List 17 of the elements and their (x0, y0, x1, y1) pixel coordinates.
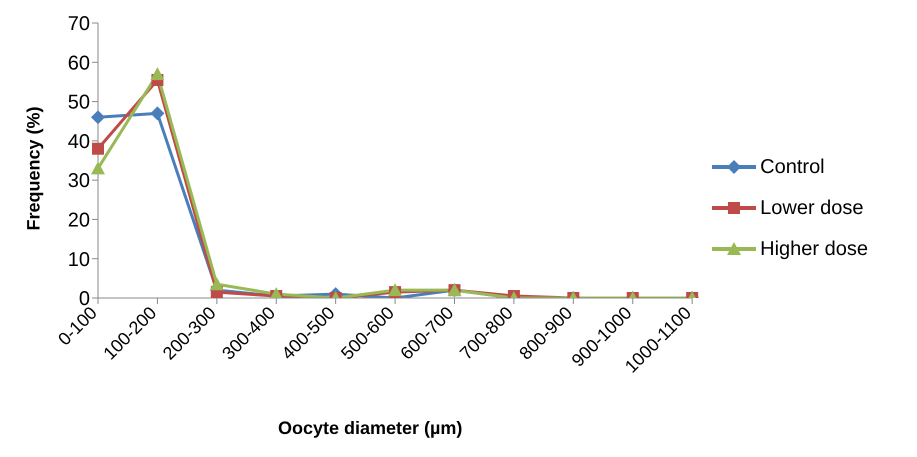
point (150, 106, 164, 120)
y-tick-label: 40 (68, 130, 90, 153)
point (150, 67, 164, 80)
y-tick-label: 30 (68, 170, 90, 192)
point (92, 142, 104, 155)
legend-label: Control (760, 156, 825, 178)
y-tick-label: 20 (68, 210, 90, 232)
y-tick-label: 10 (68, 248, 90, 271)
point (91, 110, 105, 124)
y-tick-label: 60 (68, 52, 90, 74)
y-tick-label: 70 (68, 13, 90, 36)
x-axis-title: Oocyte diameter (µm) (278, 418, 462, 439)
y-axis-title: Frequency (%) (23, 106, 44, 230)
legend-label: Higher dose (760, 238, 868, 260)
point (91, 161, 105, 174)
y-tick-label: 50 (68, 92, 90, 114)
legend-label: Lower dose (760, 196, 864, 220)
